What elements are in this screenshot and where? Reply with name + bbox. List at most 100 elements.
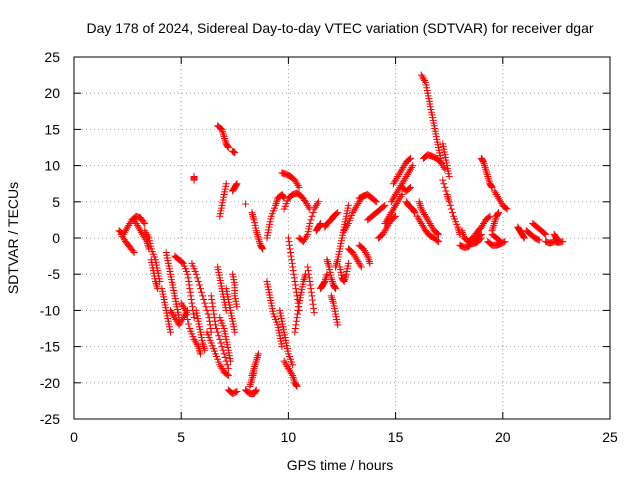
data-point [177,299,185,307]
data-point [181,306,189,314]
data-point [121,227,129,235]
data-point [141,220,149,228]
series-arc-43 [317,270,331,293]
data-point [169,310,177,318]
data-point [207,325,215,332]
x-tick-label: 5 [177,429,185,445]
data-point [144,232,152,240]
y-tick-label: 25 [44,49,60,65]
data-point [254,234,262,242]
data-point [481,163,489,171]
data-point [195,281,203,289]
data-point [400,162,408,170]
data-point [520,233,528,241]
data-point [459,230,467,238]
data-point [231,328,239,336]
data-point [534,236,542,244]
data-point [292,285,300,293]
data-point [188,299,196,307]
series-arc-33 [278,169,303,191]
data-point [541,229,549,237]
data-point [131,218,139,226]
data-point [299,277,307,285]
data-point [233,387,241,395]
data-point [310,309,318,317]
data-point [417,220,425,228]
data-point [394,198,402,206]
data-point [192,270,200,278]
data-point [383,223,391,231]
data-point [497,198,505,206]
data-point [304,263,312,271]
data-point [255,236,263,244]
data-point [422,212,430,220]
data-point [443,191,451,199]
data-point [216,361,224,369]
data-point [248,375,256,383]
data-point [434,238,442,246]
y-axis-label: SDTVAR / TECUs [5,182,21,294]
data-point [249,212,257,220]
data-point [300,236,308,244]
data-point [317,220,325,228]
series-arc-46 [336,259,352,285]
data-point [487,182,495,190]
x-tick-label: 0 [70,429,78,445]
data-point [222,180,230,188]
data-point [320,279,328,287]
series-arc-23 [229,147,239,157]
data-point [483,171,491,179]
data-point [332,261,340,269]
data-point [492,191,500,199]
data-point [209,303,217,311]
y-tick-labels: -25 -20 -15 -10 -5 0 5 10 15 20 25 [40,49,60,427]
data-point [219,129,227,137]
data-point [124,223,132,231]
series-arc-45 [327,292,342,329]
data-point [272,201,280,209]
data-point [489,223,497,231]
data-point [433,237,441,245]
data-point [300,276,308,284]
data-point [496,196,504,204]
data-point [437,158,445,166]
data-point [341,276,349,284]
data-point [304,267,312,275]
data-point [176,319,184,327]
data-point [483,169,491,177]
data-point [352,254,360,262]
data-point [484,174,492,182]
series-arc-60 [417,71,445,162]
data-point [293,314,301,322]
data-point [217,363,225,371]
data-point [555,238,563,246]
data-point [493,210,501,218]
data-point [305,274,313,282]
series-arc-13 [203,328,232,380]
data-point [285,366,293,374]
data-point [328,277,336,285]
data-point [306,277,314,285]
data-point [419,75,427,83]
data-point [248,373,256,381]
series-arc-22 [216,180,230,220]
data-point [248,209,256,217]
data-point [213,325,221,332]
data-point [252,386,260,394]
data-point [342,272,350,280]
data-point [418,221,426,229]
data-point [424,216,432,224]
data-point [246,382,254,390]
data-point [328,296,336,304]
series-arc-53 [381,191,406,228]
data-point [407,154,415,162]
series-arc-04 [141,227,164,285]
data-point [444,194,452,202]
data-point [438,160,446,168]
data-point [490,187,498,195]
data-point [290,375,298,383]
data-point [385,212,393,220]
data-point [488,183,496,191]
data-point [221,136,229,144]
data-point [293,382,301,390]
